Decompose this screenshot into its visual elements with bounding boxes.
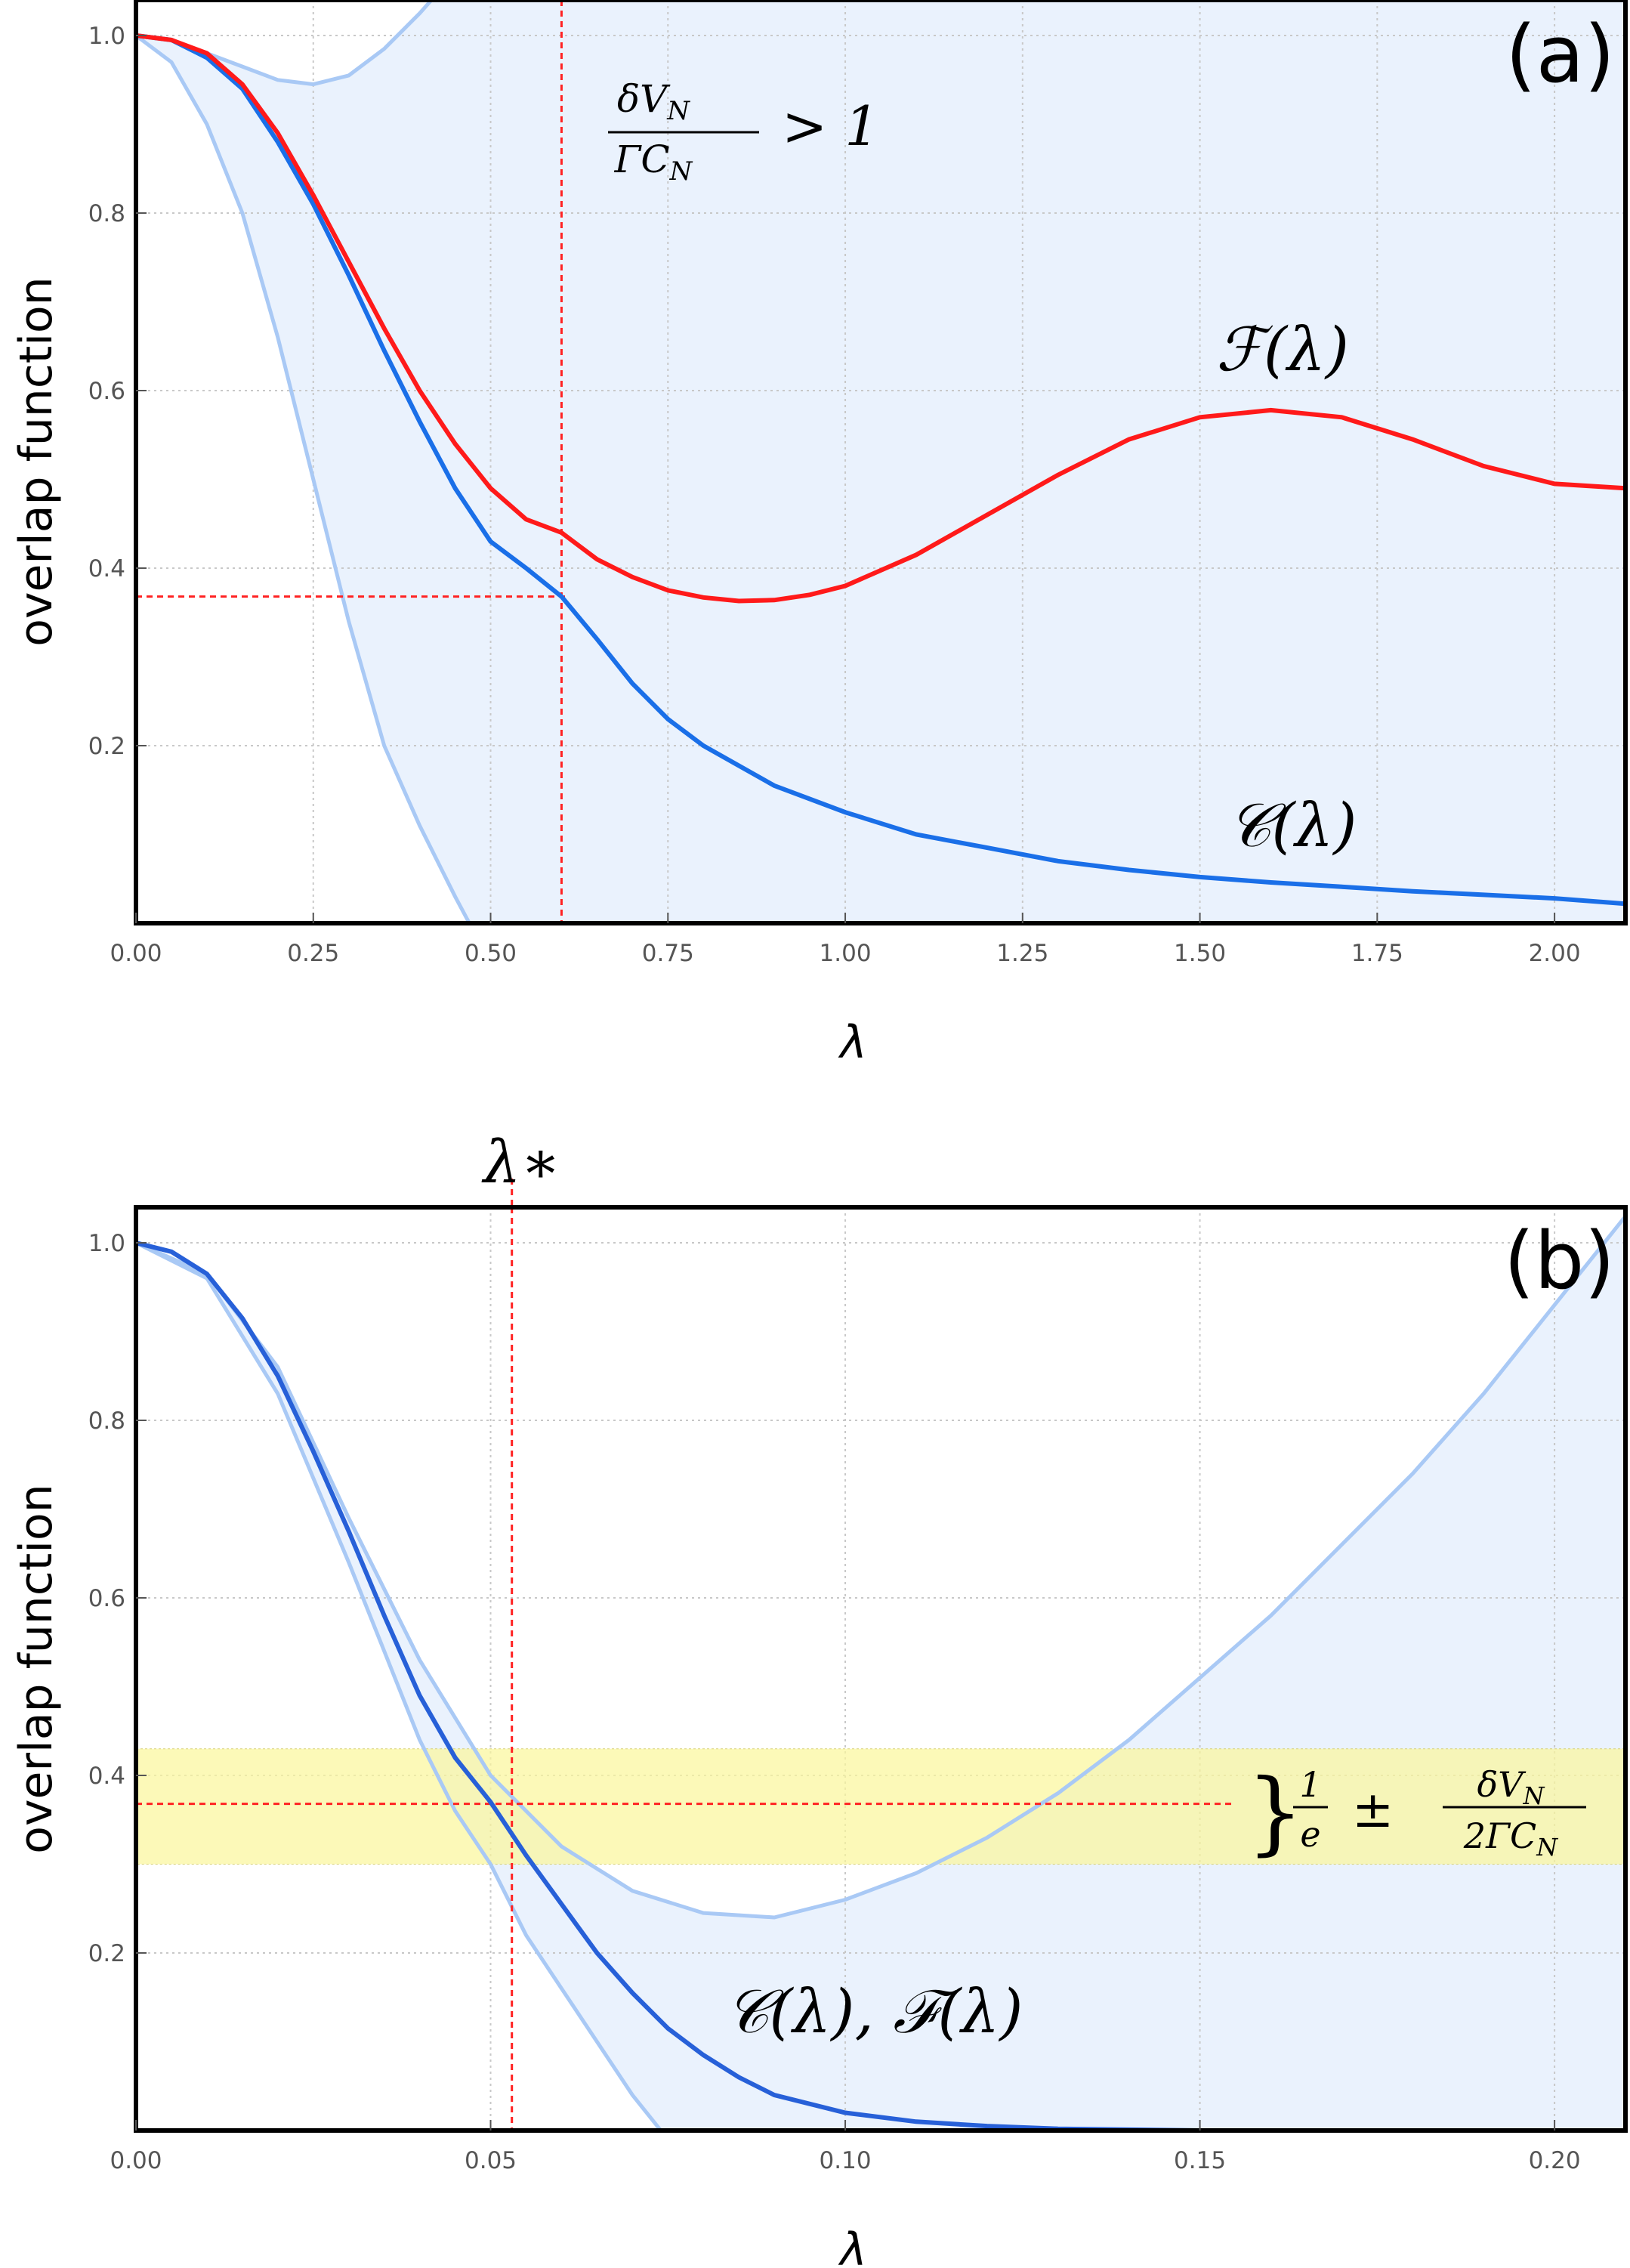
svg-text:δVN: δVN [1477, 1764, 1545, 1810]
y-tick-label: 0.4 [88, 555, 125, 582]
f-lambda-label: ℱ(λ) [1216, 314, 1349, 385]
y-tick-label: 1.0 [88, 23, 125, 50]
svg-text:δVN: δVN [617, 77, 690, 126]
x-axis-title-b: λ [838, 2223, 867, 2268]
condition-annotation: δVN ΓCN > 1 [608, 77, 879, 187]
panel-a: 0.00 0.25 0.50 0.75 1.00 1.25 1.50 1.75 2.00 0.2… [10, 0, 1628, 1069]
svg-text:}: } [1246, 1760, 1304, 1865]
y-tick-label: 0.8 [88, 200, 125, 227]
lower-band-curve-b [136, 1241, 662, 2130]
lower-band-curve-a [136, 34, 471, 923]
y-axis-title-b: overlap function [10, 1484, 63, 1854]
y-tick-label: 0.6 [88, 378, 125, 405]
svg-text:1: 1 [1299, 1764, 1321, 1805]
frame-b [134, 1205, 1628, 2133]
x-tick-label: 0.25 [287, 940, 339, 967]
upper-band-curve-b [136, 1215, 1625, 1920]
y-tick-label: 0.8 [88, 1407, 125, 1435]
svg-text:±: ± [1352, 1781, 1394, 1839]
y-tick-label: 0.6 [88, 1585, 125, 1612]
c-lambda-curve-a [136, 33, 1625, 907]
uncertainty-band-a [136, 0, 1625, 923]
x-tick-label: 1.50 [1174, 940, 1226, 967]
y-ticks-b: 0.2 0.4 0.6 0.8 1.0 [88, 1230, 147, 1967]
x-tick-label: 0.15 [1174, 2147, 1226, 2174]
panel-label-a: (a) [1505, 8, 1615, 100]
x-ticks-a: 0.00 0.25 0.50 0.75 1.00 1.25 1.50 1.75 2.00 [110, 913, 1581, 967]
svg-text:ΓCN: ΓCN [614, 138, 693, 187]
y-tick-label: 0.4 [88, 1763, 125, 1790]
panel-b: 0.00 0.05 0.10 0.15 0.20 0.2 0.4 0.6 0.8 1.0 (b)… [10, 1129, 1628, 2268]
cf-lambda-label: 𝒞(λ), ℱ(λ) [725, 1976, 1023, 2047]
x-tick-label: 0.75 [642, 940, 694, 967]
y-tick-label: 1.0 [88, 1230, 125, 1257]
x-tick-label: 0.10 [820, 2147, 872, 2174]
band-annotation: } 1 e ± δVN 2ΓCN [1246, 1760, 1586, 1865]
panel-label-b: (b) [1504, 1215, 1615, 1307]
c-lambda-label-a: 𝒞(λ) [1227, 790, 1357, 861]
svg-text:2ΓCN: 2ΓCN [1463, 1815, 1558, 1862]
x-axis-title-a: λ [838, 1016, 867, 1069]
x-tick-label: 0.20 [1529, 2147, 1581, 2174]
x-tick-label: 2.00 [1529, 940, 1581, 967]
x-ticks-b: 0.00 0.05 0.10 0.15 0.20 [110, 2120, 1581, 2174]
x-tick-label: 0.00 [110, 2147, 162, 2174]
frame-a [134, 0, 1628, 925]
x-tick-label: 0.05 [465, 2147, 517, 2174]
svg-text:> 1: > 1 [782, 94, 879, 158]
y-tick-label: 0.2 [88, 733, 125, 760]
cf-lambda-curve-b [136, 1241, 1200, 2130]
f-lambda-curve-a [136, 33, 1625, 604]
y-tick-label: 0.2 [88, 1940, 125, 1967]
svg-text:e: e [1300, 1814, 1320, 1855]
x-tick-label: 1.75 [1351, 940, 1403, 967]
tolerance-band [136, 1748, 1625, 1865]
y-axis-title-a: overlap function [10, 277, 63, 647]
x-tick-label: 0.00 [110, 940, 162, 967]
lambda-star-label: λ∗ [481, 1129, 560, 1197]
x-tick-label: 0.50 [465, 940, 517, 967]
x-tick-label: 1.25 [996, 940, 1048, 967]
x-tick-label: 1.00 [820, 940, 872, 967]
y-ticks-a: 0.2 0.4 0.6 0.8 1.0 [88, 23, 147, 760]
